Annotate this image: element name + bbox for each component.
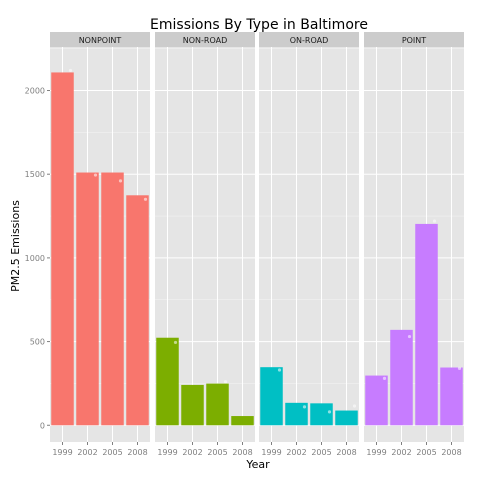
- bar-point-2008: [440, 367, 463, 426]
- x-tick-label: 2008: [127, 448, 147, 457]
- x-tick-label: 2002: [391, 448, 411, 457]
- faint-point: [223, 380, 228, 384]
- faint-point: [457, 366, 462, 370]
- y-tick-label: 0: [40, 421, 45, 430]
- bar-nonpoint-2008: [126, 195, 149, 426]
- x-tick-label: 2005: [416, 448, 436, 457]
- faint-point: [432, 219, 437, 223]
- faint-point: [68, 68, 73, 73]
- x-tick-label: 2002: [77, 448, 97, 457]
- facet-strip-label: POINT: [402, 36, 426, 45]
- y-axis: 0 500 1000 1500 2000: [25, 87, 50, 430]
- x-axis-title: Year: [245, 458, 270, 471]
- bar-non-road-2008: [231, 416, 254, 426]
- x-axis: 1999 2002 2005 2008 1999 2002 2005 2008 1999 2002…: [52, 442, 462, 457]
- x-tick-label: 2008: [336, 448, 356, 457]
- y-tick-label: 500: [30, 338, 45, 347]
- bar-point-2005: [415, 223, 438, 426]
- bar-on-road-2005: [310, 403, 333, 426]
- facet-strip: [50, 32, 150, 47]
- facet-panel-point: POINT: [364, 32, 464, 442]
- faint-point: [93, 173, 98, 177]
- faint-point: [352, 404, 357, 408]
- x-tick-label: 2002: [182, 448, 202, 457]
- faint-point: [173, 340, 178, 345]
- faint-point: [118, 179, 123, 183]
- bar-non-road-2005: [206, 383, 229, 426]
- x-tick-label: 1999: [366, 448, 386, 457]
- facet-strip-label: NON-ROAD: [183, 36, 228, 45]
- bar-non-road-2002: [181, 384, 204, 426]
- x-tick-label: 2005: [102, 448, 122, 457]
- faint-point: [382, 376, 387, 380]
- x-tick-label: 2008: [232, 448, 252, 457]
- bar-on-road-2008: [335, 410, 358, 426]
- bar-point-2002: [390, 329, 413, 426]
- facet-panel-nonpoint: NONPOINT: [50, 32, 150, 442]
- facet-strip: [364, 32, 464, 47]
- faint-point: [327, 410, 332, 414]
- faint-point: [407, 334, 412, 339]
- x-tick-label: 2002: [286, 448, 306, 457]
- bar-on-road-2002: [285, 402, 308, 426]
- facet-panel-non-road: NON-ROAD: [155, 32, 255, 442]
- y-tick-label: 2000: [25, 87, 45, 96]
- facet-strip: [155, 32, 255, 47]
- facet-strip-label: ON-ROAD: [290, 36, 329, 45]
- bar-nonpoint-2005: [101, 172, 124, 426]
- bar-nonpoint-1999: [51, 72, 74, 426]
- facet-panels: NONPOINT NON-ROAD ON-ROAD POINT: [50, 32, 464, 442]
- x-tick-label: 2005: [207, 448, 227, 457]
- facet-strip-label: NONPOINT: [79, 36, 122, 45]
- x-tick-label: 1999: [52, 448, 72, 457]
- x-tick-label: 1999: [261, 448, 281, 457]
- facet-strip: [259, 32, 359, 47]
- faint-point: [302, 405, 307, 409]
- bar-on-road-1999: [260, 367, 283, 426]
- bar-non-road-1999: [156, 337, 179, 426]
- facet-panel-on-road: ON-ROAD: [259, 32, 359, 442]
- faint-point: [277, 368, 282, 372]
- y-tick-label: 1500: [25, 170, 45, 179]
- y-tick-label: 1000: [25, 254, 45, 263]
- bar-nonpoint-2002: [76, 172, 99, 426]
- chart-title: Emissions By Type in Baltimore: [150, 17, 368, 33]
- y-axis-title: PM2.5 Emissions: [9, 200, 22, 292]
- faint-point: [143, 197, 148, 201]
- bar-point-1999: [365, 375, 388, 426]
- x-tick-label: 1999: [157, 448, 177, 457]
- x-tick-label: 2008: [441, 448, 461, 457]
- x-tick-label: 2005: [311, 448, 331, 457]
